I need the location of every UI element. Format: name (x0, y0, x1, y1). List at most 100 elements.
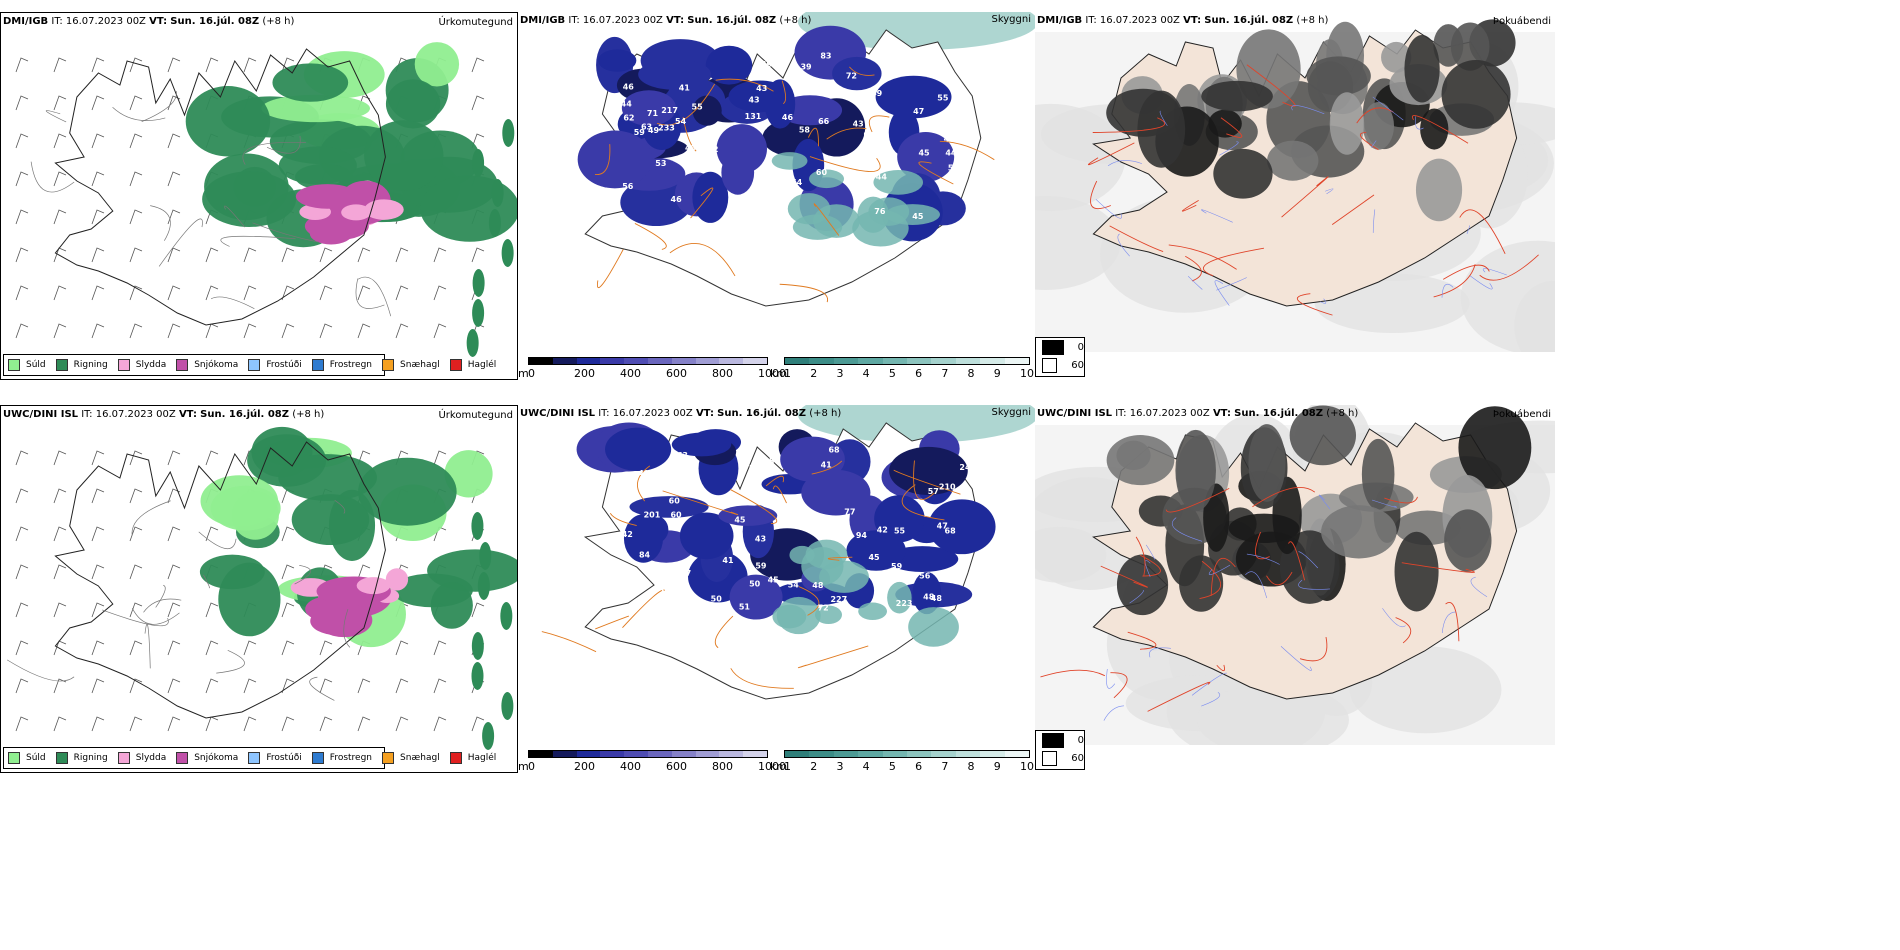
wind-barb (471, 247, 485, 263)
cloud-base-value: 50 (749, 579, 761, 588)
wind-barb (167, 57, 181, 73)
cloud-base-value: 52 (863, 132, 874, 141)
fog-legend-swatch (1042, 750, 1058, 766)
road (1442, 264, 1490, 280)
road (813, 203, 840, 236)
road (634, 223, 667, 250)
wind-barb (15, 678, 29, 694)
colorbar-segment (552, 751, 577, 757)
colorbar-tick: 600 (666, 760, 687, 773)
precip-rain (328, 489, 376, 561)
precip-legend: Súld Rigning Slydda Snjókoma Frostúði Frostre… (3, 747, 496, 769)
colorbar-tick: 10 (1020, 367, 1034, 380)
legend-label: Frostregn (329, 753, 373, 763)
road (30, 161, 75, 193)
cloud-base-blob (705, 45, 753, 85)
wind-barb (91, 602, 105, 618)
road (1297, 293, 1333, 316)
cloud-base-value: 45 (768, 576, 780, 585)
legend-swatch (449, 752, 462, 764)
cloud-base-value: 55 (937, 94, 949, 103)
cloud-base-value: 94 (856, 531, 868, 540)
roads (541, 460, 961, 689)
wind-barb (53, 171, 67, 187)
legend-item: Slydda (117, 359, 167, 371)
colorbar-tick: 400 (620, 367, 641, 380)
colorbar-segment (647, 751, 672, 757)
wind-barb (15, 716, 29, 732)
precip-rain (272, 63, 349, 102)
cloud-base-value: 45 (868, 553, 880, 562)
fog-haze (1035, 103, 1126, 212)
colorbar-segment (695, 751, 720, 757)
wind-barb (471, 95, 485, 111)
cloud-base-value: 50 (769, 457, 781, 466)
road (355, 278, 385, 309)
river (1469, 275, 1493, 290)
wind-barb (205, 323, 219, 339)
fog-blob (1213, 148, 1273, 199)
precip-rain (471, 632, 484, 660)
fog-legend-label: 60 (1071, 359, 1084, 371)
fog-legend-label: 0 (1077, 734, 1084, 746)
road (669, 243, 736, 277)
road (224, 205, 245, 228)
fog-blob (1321, 505, 1397, 559)
legend-item: Slydda (117, 752, 166, 764)
cloud-base-value: 233 (658, 124, 675, 133)
road (781, 80, 787, 105)
precip-rain (482, 722, 495, 750)
cloud-base-value: 42 (877, 525, 888, 534)
wind-barb (129, 209, 143, 225)
road (807, 127, 819, 147)
cloud-base-value: 55 (894, 527, 906, 536)
wind-barb (281, 57, 295, 73)
road (1127, 631, 1157, 650)
cloud-base-value: 44 (626, 578, 638, 587)
precip-snow (295, 184, 359, 209)
legend-item: Frostregn (311, 359, 372, 371)
road (797, 645, 869, 669)
legend-label: Slydda (135, 360, 167, 370)
road (158, 218, 203, 267)
river (1280, 646, 1312, 671)
visibility-blob (808, 169, 845, 189)
cloud-base-value: 48 (812, 581, 824, 590)
road (131, 500, 171, 535)
road (772, 485, 787, 504)
road (1165, 487, 1230, 513)
road (779, 283, 828, 303)
colorbar-segment (931, 358, 956, 364)
wind-barb (167, 640, 181, 656)
colorbar-unit: km (770, 367, 788, 380)
wind-barb (205, 247, 219, 263)
cloud-base-map-dini: 45 48 45 63 43 50 48 42 42 68 49 68 77 56 51 44 59 41 52 60… (541, 405, 1035, 700)
legend-swatch (311, 752, 324, 764)
road (798, 586, 820, 616)
road (266, 135, 301, 154)
cloud-base-value: 52 (707, 145, 718, 154)
wind-barb (205, 602, 219, 618)
precip-type-panel-dmi: DMI/IGB IT: 16.07.2023 00Z VT: Sun. 16.j… (0, 12, 518, 380)
legend-item: Snjókoma (176, 359, 238, 371)
fog-blob (1362, 101, 1395, 150)
colorbar-segment (671, 751, 696, 757)
visibility-blob (814, 605, 843, 625)
wind-barb (91, 488, 105, 504)
cloud-base-value: 68 (828, 445, 840, 454)
panel-header: UWC/DINI ISL IT: 16.07.2023 00Z VT: Sun.… (520, 408, 842, 419)
colorbar-segment (785, 751, 810, 757)
wind-barb (129, 323, 143, 339)
fog-blob (1279, 530, 1340, 604)
legend-item: Snæhagl (382, 359, 440, 371)
cloud-base-value: 223 (896, 599, 913, 608)
colorbar-tick: 1 (784, 760, 791, 773)
road (220, 235, 296, 247)
roads (1087, 64, 1539, 316)
cloud-base-value: 39 (800, 63, 812, 72)
colorbar-segment (955, 751, 981, 757)
wind-barb (91, 133, 105, 149)
colorbar-tick: 2 (810, 760, 818, 773)
cloud-base-value: 76 (874, 207, 886, 216)
wind-barb (167, 526, 181, 542)
